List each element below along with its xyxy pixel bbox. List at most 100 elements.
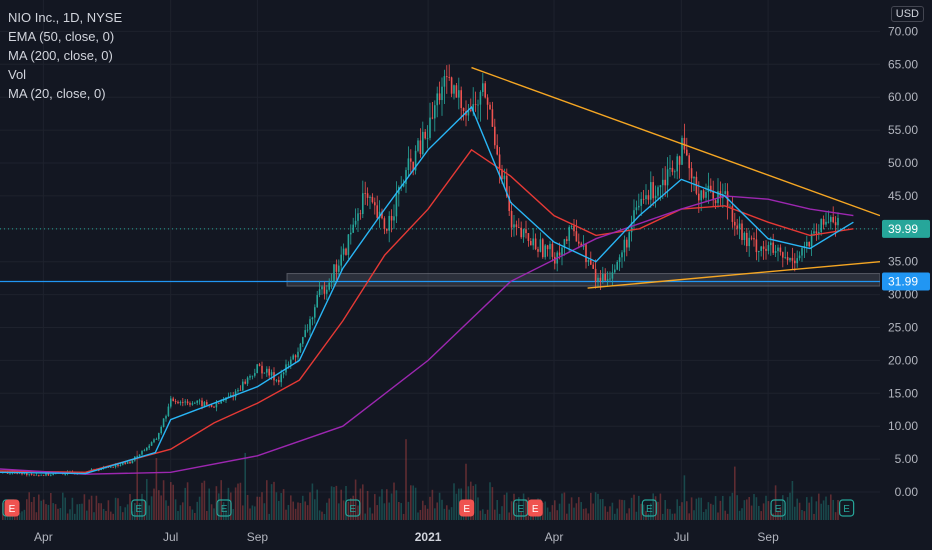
y-tick-label: 70.00 <box>888 24 918 38</box>
volume-bar <box>726 513 729 520</box>
volume-bar <box>364 513 366 520</box>
candle-body <box>724 191 726 195</box>
candle-body <box>405 170 407 184</box>
volume-bar <box>695 498 698 520</box>
volume-bar <box>731 492 734 520</box>
candle-body <box>191 403 194 405</box>
volume-bar <box>148 505 150 520</box>
volume-bar <box>582 508 585 520</box>
volume-bar <box>794 506 796 520</box>
volume-bar <box>208 488 210 520</box>
volume-bar <box>282 489 285 520</box>
y-tick-label: 60.00 <box>888 90 918 104</box>
volume-bar <box>597 493 599 520</box>
candle-body <box>52 473 54 475</box>
volume-bar <box>474 484 477 520</box>
volume-bar <box>338 503 340 520</box>
candle-body <box>650 182 652 200</box>
legend: NIO Inc., 1D, NYSE EMA (50, close, 0) MA… <box>8 8 122 103</box>
volume-bar <box>357 505 359 520</box>
volume-bar <box>710 503 712 520</box>
volume-bar <box>302 495 304 520</box>
volume-bar <box>374 494 376 520</box>
volume-bar <box>688 513 690 520</box>
candle-body <box>50 474 52 476</box>
candle-body <box>731 205 734 222</box>
candle-body <box>112 466 114 468</box>
earnings-marker <box>839 499 855 517</box>
candle-body <box>542 239 544 258</box>
volume-bar <box>86 510 88 520</box>
candle-body <box>210 405 213 407</box>
candle-body <box>534 238 537 250</box>
volume-bar <box>225 509 227 520</box>
volume-bar <box>585 508 587 520</box>
candle-body <box>554 256 556 264</box>
candle-body <box>774 251 777 253</box>
volume-bar <box>820 503 822 520</box>
candle-body <box>30 474 33 475</box>
candle-body <box>357 213 359 221</box>
volume-bar <box>203 480 206 520</box>
volume-bar <box>410 485 412 520</box>
candle-body <box>189 403 191 405</box>
candle-body <box>585 243 587 263</box>
earnings-marker-label: E <box>517 504 524 515</box>
volume-bar <box>837 499 839 520</box>
volume-bar <box>124 507 126 520</box>
volume-bar <box>647 513 650 520</box>
candle-body <box>448 77 450 78</box>
candle-body <box>621 252 623 258</box>
candle-body <box>203 402 206 407</box>
volume-bar <box>765 495 767 520</box>
volume-bar <box>254 506 256 520</box>
volume-bar <box>350 498 352 520</box>
volume-bar <box>542 502 544 520</box>
candle-body <box>126 461 129 464</box>
candle-body <box>659 185 662 188</box>
volume-bar <box>753 494 755 520</box>
volume-bar <box>578 497 580 520</box>
legend-ma20: MA (20, close, 0) <box>8 86 106 101</box>
volume-bar <box>33 496 35 520</box>
candle-body <box>280 374 282 383</box>
volume-bar <box>436 502 438 520</box>
candle-body <box>234 391 237 397</box>
volume-bar <box>275 492 278 520</box>
candle-body <box>630 222 633 233</box>
volume-bar <box>638 495 640 520</box>
candle-body <box>770 242 772 246</box>
volume-bar <box>465 463 467 520</box>
volume-bar <box>782 495 784 520</box>
candle-body <box>662 179 664 186</box>
candle-body <box>417 140 419 151</box>
volume-bar <box>155 458 158 520</box>
volume-bar <box>419 509 422 520</box>
volume-bar <box>479 510 482 520</box>
candle-body <box>520 227 522 238</box>
volume-bar <box>594 492 597 520</box>
volume-bar <box>796 498 798 520</box>
volume-bar <box>681 502 683 520</box>
candle-body <box>789 257 791 261</box>
x-tick-label: Apr <box>34 530 53 544</box>
volume-bar <box>770 510 772 520</box>
volume-bar <box>422 500 424 520</box>
volume-bar <box>743 500 746 520</box>
candle-body <box>626 239 628 248</box>
candle-body <box>249 376 251 378</box>
currency-button[interactable]: USD <box>890 6 924 22</box>
candle-body <box>705 192 707 198</box>
candle-body <box>158 433 160 440</box>
volume-bar <box>311 483 314 520</box>
volume-bar <box>69 509 71 520</box>
candle-body <box>645 195 647 200</box>
volume-bar <box>657 501 659 520</box>
candle-body <box>810 233 813 247</box>
volume-bar <box>278 500 280 520</box>
candle-body <box>393 216 395 221</box>
candle-body <box>782 252 784 258</box>
volume-bar <box>74 513 76 520</box>
